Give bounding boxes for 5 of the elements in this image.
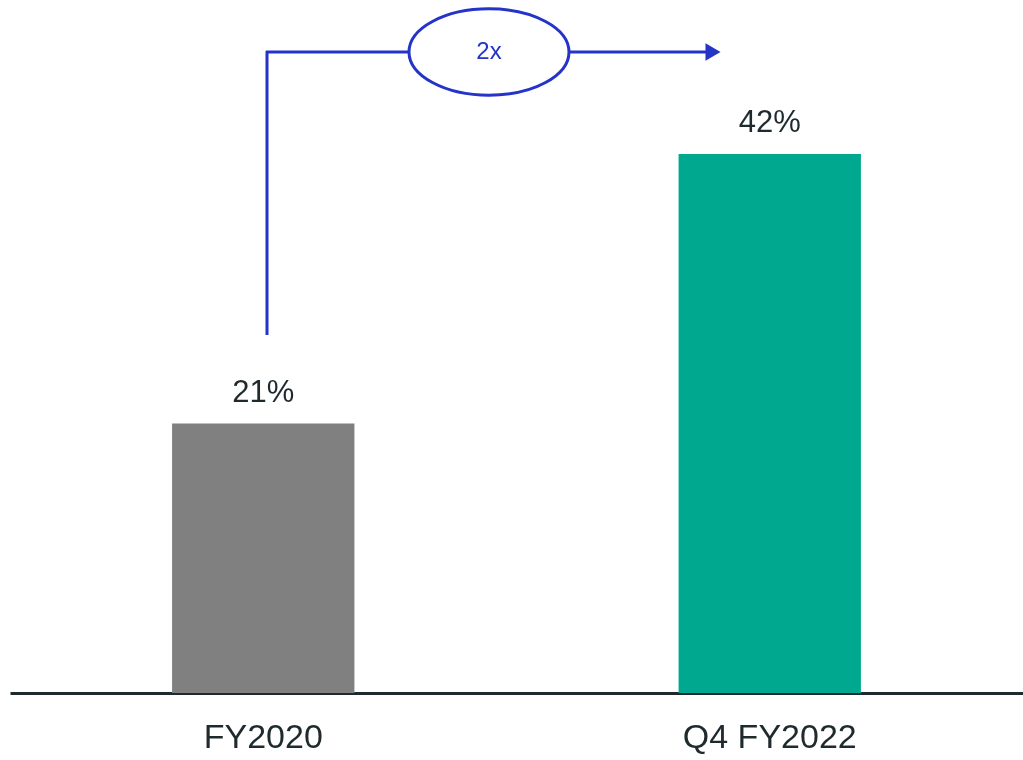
data-label: 21% — [232, 373, 295, 409]
x-tick-label: Q4 FY2022 — [682, 716, 857, 755]
annotation: 2x — [476, 37, 502, 64]
x-tick-label: FY2020 — [203, 716, 323, 755]
data-label: 42% — [738, 104, 801, 139]
